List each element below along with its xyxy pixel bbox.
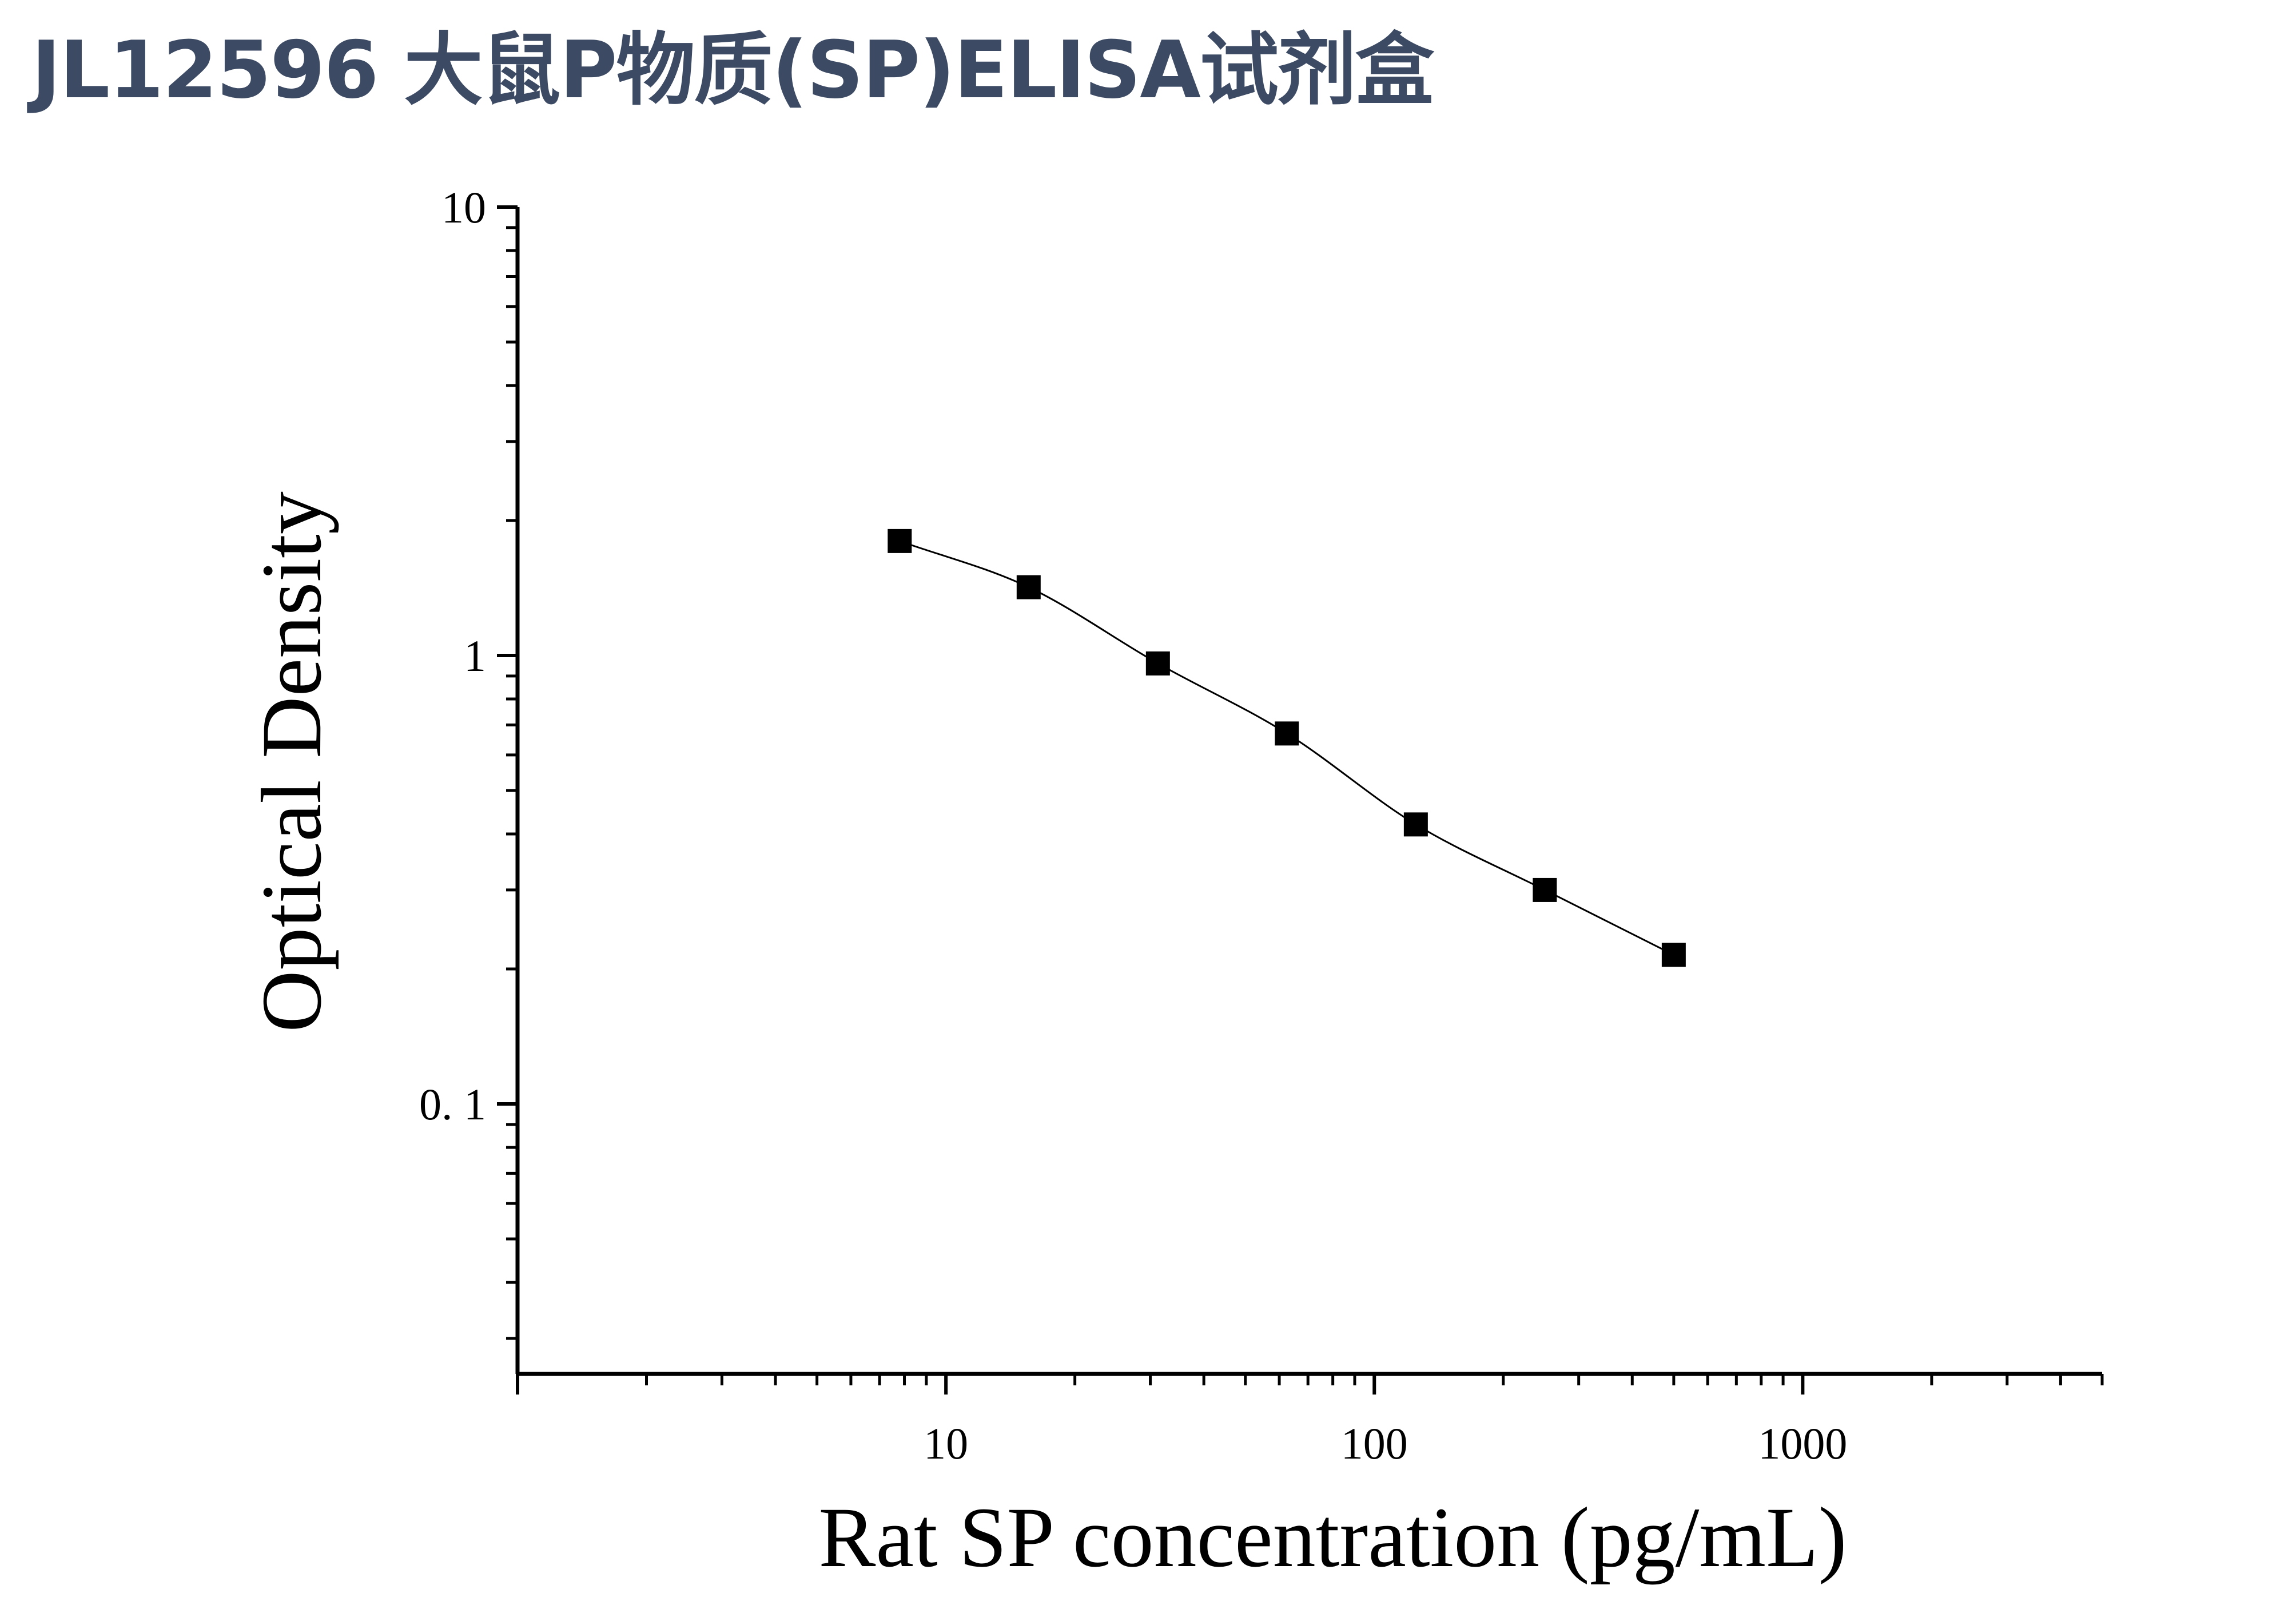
chart-axes xyxy=(515,207,2102,1376)
x-tick-label: 10 xyxy=(924,1419,968,1468)
y-tick-label: 0. 1 xyxy=(419,1079,486,1129)
data-point xyxy=(888,529,912,553)
data-point xyxy=(1275,721,1299,746)
y-axis-label: Optical Density xyxy=(244,491,339,1032)
x-tick-label: 1000 xyxy=(1758,1419,1847,1468)
fit-curve xyxy=(899,540,1674,956)
y-tick-label: 10 xyxy=(441,182,486,232)
chart-tick-labels: 10 100 1000 10 1 0. 1 xyxy=(419,182,1847,1468)
y-tick-label: 1 xyxy=(464,631,486,681)
data-point xyxy=(1403,812,1428,837)
x-tick-label: 100 xyxy=(1341,1419,1408,1468)
x-axis-label: Rat SP concentration (pg/mL) xyxy=(818,1490,1847,1585)
data-point xyxy=(1145,651,1170,676)
page-title: JL12596 大鼠P物质(SP)ELISA试剂盒 xyxy=(31,24,1434,116)
chart-ticks xyxy=(497,205,2104,1395)
data-points xyxy=(888,529,1686,967)
data-point xyxy=(1661,943,1686,967)
data-point xyxy=(1533,877,1557,902)
data-point xyxy=(1016,575,1041,599)
